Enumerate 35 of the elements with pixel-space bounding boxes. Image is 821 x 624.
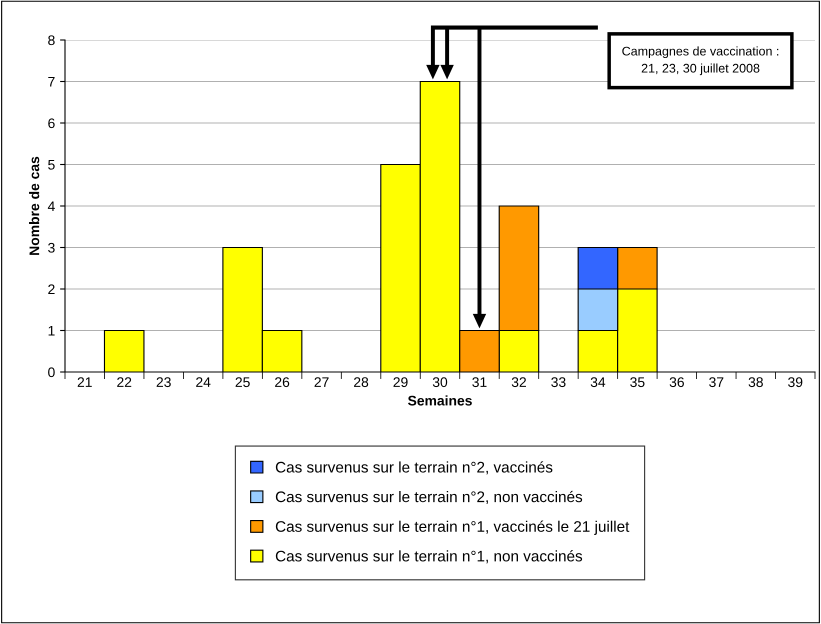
x-tick-label: 30: [432, 377, 448, 388]
x-axis-title: Semaines: [408, 395, 472, 406]
y-tick-label: 6: [48, 118, 55, 128]
y-axis-title: Nombre de cas: [29, 156, 40, 255]
x-tick-label: 38: [748, 377, 763, 388]
legend-label: Cas survenus sur le terrain n°2, non vaccinés: [276, 490, 582, 504]
y-tick-label: 5: [48, 160, 55, 170]
y-tick-label: 7: [48, 76, 55, 87]
y-tick-label: 8: [48, 35, 55, 46]
annotation: Campagnes de vaccination : 21, 23, 30 juillet 2008: [622, 46, 778, 76]
x-tick-label: 28: [354, 377, 368, 388]
x-tick-label: 34: [590, 377, 606, 388]
x-tick-label: 23: [156, 377, 171, 388]
x-tick-label: 37: [709, 377, 724, 388]
y-tick-label: 0: [48, 367, 55, 378]
x-tick-label: 25: [236, 377, 250, 388]
x-tick-label: 24: [196, 377, 210, 387]
x-tick-label: 26: [275, 377, 290, 388]
x-tick-label: 27: [314, 377, 329, 387]
x-tick-label: 29: [394, 377, 408, 388]
x-tick-label: 32: [512, 377, 526, 388]
y-tick-label: 3: [48, 242, 55, 253]
x-tick-label: 21: [78, 377, 92, 387]
x-tick-label: 36: [670, 377, 684, 388]
x-tick-label: 33: [551, 377, 566, 388]
x-tick-label: 31: [472, 377, 487, 388]
y-tick-label: 1: [48, 326, 55, 336]
legend-label: Cas survenus sur le terrain n°1, non vaccinés: [276, 550, 582, 564]
x-tick-label: 39: [788, 377, 802, 388]
legend-label: Cas survenus sur le terrain n°2, vaccinés: [276, 461, 552, 474]
x-tick-label: 22: [117, 377, 132, 387]
x-tick-label: 35: [630, 377, 645, 388]
y-tick-label: 4: [48, 201, 55, 212]
y-tick-label: 2: [48, 284, 55, 294]
legend-label: Cas survenus sur le terrain n°1, vaccinés le 21 juillet: [276, 520, 630, 535]
